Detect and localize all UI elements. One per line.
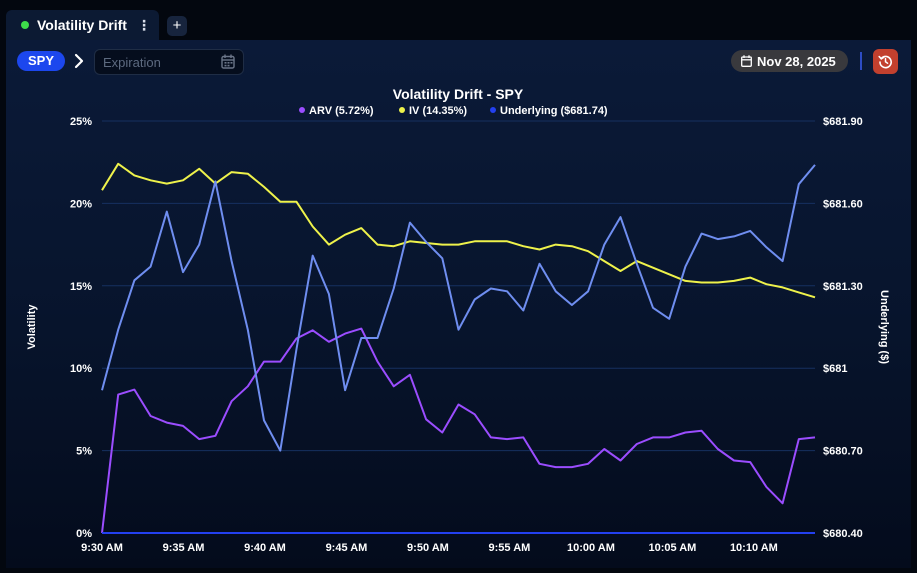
series-line-2: [101, 164, 816, 452]
legend-marker-icon: [299, 107, 305, 113]
expiration-input[interactable]: [103, 53, 213, 71]
chart-series: [101, 162, 816, 534]
legend-marker-icon: [399, 107, 405, 113]
expiration-field[interactable]: [94, 49, 244, 75]
volatility-drift-chart: Volatility Drift - SPY ARV (5.72%) IV (14…: [26, 86, 890, 554]
y-right-axis-label: Underlying ($): [878, 290, 890, 364]
chart-axes: 0% 5% 10% 15% 20% 25% $680.40 $680.70 $681 $681.3…: [26, 116, 890, 554]
tab-bar: Volatility Drift ⋮ +: [0, 0, 917, 40]
chevron-right-icon[interactable]: [72, 52, 86, 70]
legend-label: IV (14.35%): [409, 105, 467, 117]
chart-legend: ARV (5.72%) IV (14.35%) Underlying ($681.7…: [299, 105, 608, 117]
toolbar: SPY Nov 28: [6, 40, 911, 84]
toolbar-divider: [860, 52, 862, 70]
y-right-tick-label: $681.90: [823, 116, 863, 128]
legend-label: ARV (5.72%): [309, 105, 374, 117]
reset-button[interactable]: [873, 49, 898, 74]
status-dot-icon: [21, 21, 29, 29]
x-tick-label: 9:45 AM: [326, 542, 368, 554]
x-tick-label: 9:30 AM: [81, 542, 123, 554]
x-tick-label: 9:50 AM: [407, 542, 449, 554]
legend-label: Underlying ($681.74): [500, 105, 608, 117]
tab-volatility-drift[interactable]: Volatility Drift ⋮: [6, 10, 159, 40]
date-label: Nov 28, 2025: [757, 53, 836, 69]
y-right-tick-label: $681.30: [823, 281, 863, 293]
date-picker-button[interactable]: Nov 28, 2025: [731, 50, 848, 72]
y-right-tick-label: $681: [823, 363, 847, 375]
legend-marker-icon: [490, 107, 496, 113]
legend-item[interactable]: IV (14.35%): [399, 105, 467, 117]
calendar-icon: [741, 55, 752, 67]
history-reset-icon: [878, 55, 892, 69]
add-tab-button[interactable]: +: [167, 16, 187, 36]
tab-title: Volatility Drift: [37, 17, 127, 33]
y-left-tick-label: 25%: [70, 116, 92, 128]
y-left-axis-label: Volatility: [26, 304, 38, 350]
chart-area: Volatility Drift - SPY ARV (5.72%) IV (14…: [6, 84, 911, 568]
x-tick-label: 9:40 AM: [244, 542, 286, 554]
series-line-1: [101, 162, 816, 299]
legend-item[interactable]: ARV (5.72%): [299, 105, 374, 117]
chart-grid: [102, 120, 815, 452]
y-left-tick-label: 0%: [76, 528, 92, 540]
x-tick-label: 10:10 AM: [730, 542, 778, 554]
x-tick-label: 9:35 AM: [163, 542, 205, 554]
x-tick-label: 10:05 AM: [648, 542, 696, 554]
x-tick-label: 9:55 AM: [489, 542, 531, 554]
x-tick-label: 10:00 AM: [567, 542, 615, 554]
tab-menu-icon[interactable]: ⋮: [136, 16, 151, 33]
calendar-icon[interactable]: [221, 54, 235, 69]
y-left-tick-label: 20%: [70, 198, 92, 210]
y-left-tick-label: 15%: [70, 281, 92, 293]
y-left-tick-label: 5%: [76, 446, 92, 458]
y-right-tick-label: $680.40: [823, 528, 863, 540]
series-line-0: [101, 327, 816, 534]
y-left-tick-label: 10%: [70, 363, 92, 375]
legend-item[interactable]: Underlying ($681.74): [490, 105, 608, 117]
chart-title: Volatility Drift - SPY: [393, 86, 524, 102]
main-panel: SPY Nov 28: [6, 40, 911, 568]
y-right-tick-label: $681.60: [823, 198, 863, 210]
y-right-tick-label: $680.70: [823, 446, 863, 458]
symbol-button[interactable]: SPY: [17, 51, 65, 71]
